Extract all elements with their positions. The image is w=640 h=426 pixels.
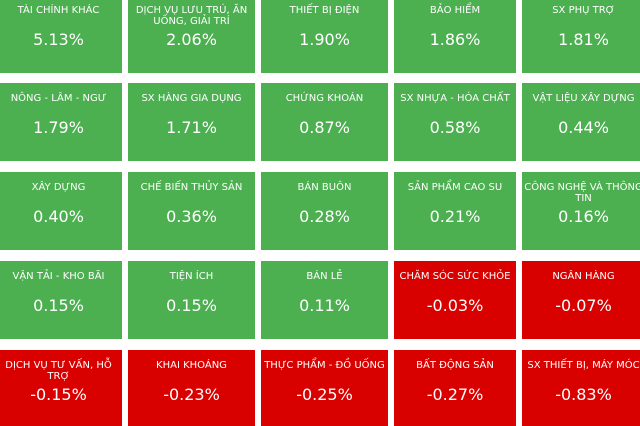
sector-name: BẤT ĐỘNG SẢN	[416, 360, 494, 371]
sector-tile[interactable]: CHĂM SÓC SỨC KHỎE -0.03%	[394, 261, 516, 339]
sector-tile[interactable]: SX NHỰA - HÓA CHẤT 0.58%	[394, 83, 516, 161]
sector-name: CHẾ BIẾN THỦY SẢN	[140, 182, 243, 193]
sector-change: -0.23%	[163, 385, 220, 404]
sector-change: -0.15%	[30, 385, 87, 404]
sector-tile[interactable]: SX HÀNG GIA DỤNG 1.71%	[128, 83, 255, 161]
sector-name: XÂY DỰNG	[31, 182, 86, 193]
sector-tile[interactable]: TIỆN ÍCH 0.15%	[128, 261, 255, 339]
sector-change: 0.87%	[299, 118, 350, 137]
sector-name: CHỨNG KHOÁN	[285, 93, 364, 104]
sector-tile[interactable]: CHẾ BIẾN THỦY SẢN 0.36%	[128, 172, 255, 250]
sector-change: 0.16%	[558, 207, 609, 226]
sector-tile[interactable]: VẬN TẢI - KHO BÃI 0.15%	[0, 261, 122, 339]
sector-tile[interactable]: TÀI CHÍNH KHÁC 5.13%	[0, 0, 122, 73]
sector-change: -0.83%	[555, 385, 612, 404]
sector-name: DỊCH VỤ TƯ VẤN, HỖ TRỢ	[5, 360, 112, 382]
sector-change: -0.27%	[426, 385, 484, 404]
sector-change: 1.86%	[429, 30, 481, 49]
sector-name: VẬN TẢI - KHO BÃI	[12, 271, 105, 282]
sector-tile[interactable]: VẬT LIỆU XÂY DỰNG 0.44%	[522, 83, 640, 161]
sector-tile[interactable]: BẢO HIỂM 1.86%	[394, 0, 516, 73]
sector-change: 1.81%	[558, 30, 609, 49]
sector-name: CHĂM SÓC SỨC KHỎE	[399, 271, 511, 282]
sector-change: 1.71%	[166, 118, 217, 137]
sector-tile[interactable]: BÁN BUÔN 0.28%	[261, 172, 388, 250]
sector-tile[interactable]: CÔNG NGHỆ VÀ THÔNG TIN 0.16%	[522, 172, 640, 250]
sector-tile[interactable]: DỊCH VỤ TƯ VẤN, HỖ TRỢ -0.15%	[0, 350, 122, 426]
sector-name: THỰC PHẨM - ĐỒ UỐNG	[264, 360, 385, 371]
sector-tile[interactable]: THIẾT BỊ ĐIỆN 1.90%	[261, 0, 388, 73]
sector-change: -0.03%	[426, 296, 484, 315]
sector-change: 0.15%	[166, 296, 217, 315]
sector-name: CÔNG NGHỆ VÀ THÔNG TIN	[524, 182, 640, 204]
sector-name: KHAI KHOÁNG	[156, 360, 227, 371]
sector-name: NÔNG - LÂM - NGƯ	[10, 93, 107, 104]
sector-change: 0.58%	[429, 118, 481, 137]
sector-tile[interactable]: BẤT ĐỘNG SẢN -0.27%	[394, 350, 516, 426]
sector-change: 1.79%	[33, 118, 84, 137]
sector-change: 5.13%	[33, 30, 84, 49]
sector-name: SX PHỤ TRỢ	[552, 5, 615, 16]
sector-tile[interactable]: CHỨNG KHOÁN 0.87%	[261, 83, 388, 161]
sector-tile[interactable]: SX PHỤ TRỢ 1.81%	[522, 0, 640, 73]
sector-tile[interactable]: XÂY DỰNG 0.40%	[0, 172, 122, 250]
sector-tile[interactable]: KHAI KHOÁNG -0.23%	[128, 350, 255, 426]
sector-tile[interactable]: SX THIẾT BỊ, MÁY MÓC -0.83%	[522, 350, 640, 426]
sector-tile[interactable]: DỊCH VỤ LƯU TRÚ, ĂN UỐNG, GIẢI TRÍ 2.06%	[128, 0, 255, 73]
sector-change: 0.40%	[33, 207, 84, 226]
sector-change: 0.36%	[166, 207, 217, 226]
sector-name: SẢN PHẨM CAO SU	[407, 182, 503, 193]
sector-name: BÁN LẺ	[306, 271, 343, 282]
sector-change: 0.15%	[33, 296, 84, 315]
sector-tile[interactable]: SẢN PHẨM CAO SU 0.21%	[394, 172, 516, 250]
sector-name: TÀI CHÍNH KHÁC	[17, 5, 100, 16]
sector-change: 0.28%	[299, 207, 350, 226]
sector-change: -0.07%	[555, 296, 612, 315]
sector-change: 0.11%	[299, 296, 350, 315]
sector-name: SX THIẾT BỊ, MÁY MÓC	[527, 360, 640, 371]
sector-name: TIỆN ÍCH	[169, 271, 214, 282]
sector-change: 1.90%	[299, 30, 350, 49]
sector-tile[interactable]: NÔNG - LÂM - NGƯ 1.79%	[0, 83, 122, 161]
sector-name: NGÂN HÀNG	[552, 271, 615, 282]
sector-change: 0.44%	[558, 118, 609, 137]
sector-change: 0.21%	[429, 207, 481, 226]
sector-name: DỊCH VỤ LƯU TRÚ, ĂN UỐNG, GIẢI TRÍ	[135, 5, 248, 27]
sector-name: VẬT LIỆU XÂY DỰNG	[532, 93, 635, 104]
sector-change: -0.25%	[296, 385, 353, 404]
sector-tile[interactable]: THỰC PHẨM - ĐỒ UỐNG -0.25%	[261, 350, 388, 426]
sector-name: BÁN BUÔN	[297, 182, 352, 193]
sector-name: BẢO HIỂM	[429, 5, 481, 16]
sector-change: 2.06%	[166, 30, 217, 49]
sector-tile[interactable]: NGÂN HÀNG -0.07%	[522, 261, 640, 339]
sector-name: SX NHỰA - HÓA CHẤT	[400, 93, 510, 104]
sector-name: THIẾT BỊ ĐIỆN	[289, 5, 360, 16]
sector-name: SX HÀNG GIA DỤNG	[141, 93, 242, 104]
sector-tile[interactable]: BÁN LẺ 0.11%	[261, 261, 388, 339]
